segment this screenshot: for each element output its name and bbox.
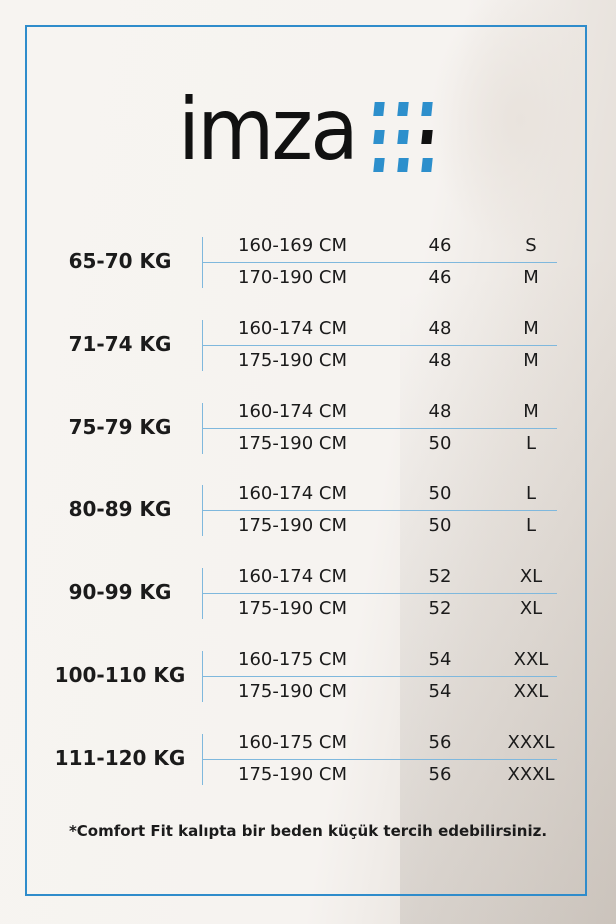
table-row: 160-174 CM 48 M xyxy=(0,317,616,341)
table-row: 160-175 CM 54 XXL xyxy=(0,648,616,672)
weight-range: 65-70 KG xyxy=(68,249,172,273)
table-row: 160-169 CM 46 S xyxy=(0,234,616,258)
size-number: 46 xyxy=(428,267,452,288)
weight-range: 71-74 KG xyxy=(68,331,172,356)
table-row: 170-190 CM 46 M xyxy=(0,266,616,290)
size-number: 52 xyxy=(428,566,452,588)
weight-range: 75-79 KG xyxy=(68,414,172,439)
size-number: 54 xyxy=(428,681,452,702)
size-number: 54 xyxy=(428,649,452,670)
size-letter: L xyxy=(525,432,537,454)
table-row: 160-174 CM 52 XL xyxy=(0,565,616,589)
height-range: 160-169 CM xyxy=(238,235,348,256)
logo-text: imza xyxy=(178,80,359,180)
size-group: 80-89 KG 160-174 CM 50 L 175-190 CM 50 L xyxy=(0,477,616,543)
size-letter: XXL xyxy=(513,649,549,670)
size-number: 48 xyxy=(428,349,452,371)
size-letter: XXXL xyxy=(507,763,555,785)
size-group: 75-79 KG 160-174 CM 48 M 175-190 CM 50 L xyxy=(0,395,616,461)
chart-frame xyxy=(25,25,587,896)
table-row: 160-174 CM 50 L xyxy=(0,482,616,506)
weight-range: 80-89 KG xyxy=(68,497,172,522)
table-row: 175-190 CM 56 XXXL xyxy=(0,763,616,787)
size-letter: M xyxy=(523,400,539,422)
size-group: 65-70 KG 160-169 CM 46 S 170-190 CM 46 M xyxy=(0,229,616,295)
size-number: 50 xyxy=(428,515,452,537)
height-range: 170-190 CM xyxy=(238,267,348,288)
table-row: 160-175 CM 56 XXXL xyxy=(0,731,616,755)
size-number: 56 xyxy=(428,731,452,753)
height-range: 175-190 CM xyxy=(238,432,348,454)
size-letter: XXXL xyxy=(507,731,555,753)
table-row: 175-190 CM 48 M xyxy=(0,349,616,373)
height-range: 160-175 CM xyxy=(238,731,348,753)
size-letter: M xyxy=(523,349,539,371)
size-number: 50 xyxy=(428,432,452,454)
brand-logo: imza xyxy=(178,80,372,180)
weight-range: 100-110 KG xyxy=(54,663,186,687)
table-row: 175-190 CM 50 L xyxy=(0,514,616,538)
size-group: 90-99 KG 160-174 CM 52 XL 175-190 CM 52 … xyxy=(0,560,616,626)
divider xyxy=(202,758,557,760)
weight-range: 90-99 KG xyxy=(68,580,172,605)
size-letter: L xyxy=(525,515,537,537)
height-range: 160-174 CM xyxy=(238,400,348,422)
height-range: 175-190 CM xyxy=(238,763,348,785)
size-letter: M xyxy=(523,267,539,288)
footnote: *Comfort Fit kalıpta bir beden küçük ter… xyxy=(68,822,548,840)
size-letter: S xyxy=(525,235,537,256)
size-number: 48 xyxy=(428,400,452,422)
divider xyxy=(202,593,557,595)
size-letter: XXL xyxy=(513,681,549,702)
height-range: 160-174 CM xyxy=(238,483,348,505)
size-letter: XL xyxy=(519,566,543,588)
table-row: 175-190 CM 52 XL xyxy=(0,597,616,621)
divider xyxy=(202,262,557,263)
size-letter: L xyxy=(525,483,537,505)
table-row: 175-190 CM 50 L xyxy=(0,432,616,456)
size-letter: M xyxy=(523,317,539,339)
height-range: 160-174 CM xyxy=(238,317,348,339)
size-group: 111-120 KG 160-175 CM 56 XXXL 175-190 CM… xyxy=(0,726,616,792)
divider xyxy=(202,676,557,677)
table-row: 160-174 CM 48 M xyxy=(0,400,616,424)
height-range: 175-190 CM xyxy=(238,515,348,537)
size-group: 100-110 KG 160-175 CM 54 XXL 175-190 CM … xyxy=(0,643,616,709)
divider xyxy=(202,427,557,429)
table-row: 175-190 CM 54 XXL xyxy=(0,680,616,704)
height-range: 160-174 CM xyxy=(238,566,348,588)
height-range: 175-190 CM xyxy=(238,349,348,371)
height-range: 175-190 CM xyxy=(238,598,348,620)
size-number: 46 xyxy=(428,235,452,256)
background-model-photo xyxy=(400,0,616,924)
height-range: 160-175 CM xyxy=(238,649,348,670)
size-number: 52 xyxy=(428,598,452,620)
height-range: 175-190 CM xyxy=(238,681,348,702)
size-number: 50 xyxy=(428,483,452,505)
weight-range: 111-120 KG xyxy=(54,745,186,770)
size-group: 71-74 KG 160-174 CM 48 M 175-190 CM 48 M xyxy=(0,312,616,378)
logo-dots-icon xyxy=(373,102,433,172)
divider xyxy=(202,510,557,512)
divider xyxy=(202,344,557,346)
size-number: 56 xyxy=(428,763,452,785)
size-letter: XL xyxy=(519,598,543,620)
size-number: 48 xyxy=(428,317,452,339)
